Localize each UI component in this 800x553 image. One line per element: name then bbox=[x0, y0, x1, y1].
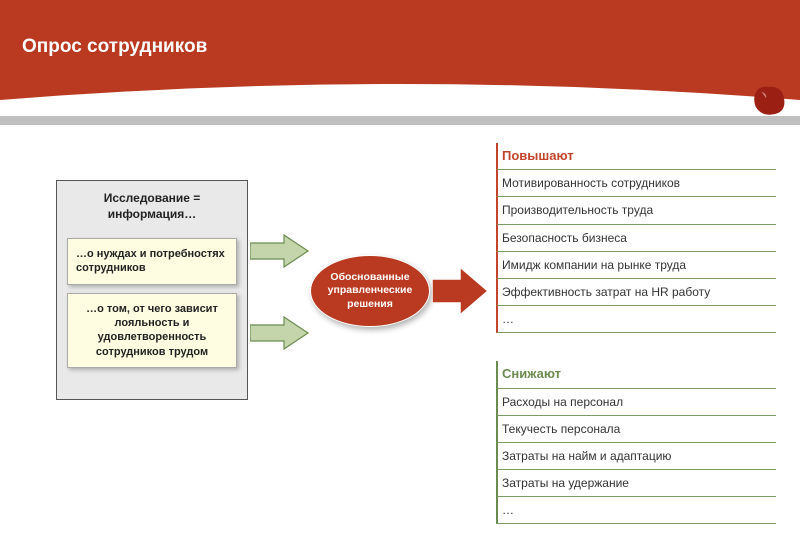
list-item: Затраты на найм и адаптацию bbox=[496, 443, 776, 470]
list-item: Расходы на персонал bbox=[496, 389, 776, 416]
research-box-title: Исследование = информация… bbox=[57, 181, 247, 230]
increase-list: Повышают Мотивированность сотрудников Пр… bbox=[496, 143, 776, 333]
list-item: … bbox=[496, 306, 776, 333]
list-item: Производительность труда bbox=[496, 197, 776, 224]
lists-column: Повышают Мотивированность сотрудников Пр… bbox=[496, 143, 776, 524]
note-loyalty: …о том, от чего зависит лояльность и удо… bbox=[67, 293, 237, 368]
list-item: Затраты на удержание bbox=[496, 470, 776, 497]
list-item: Текучесть персонала bbox=[496, 416, 776, 443]
arrow-small-bottom bbox=[250, 315, 310, 351]
slide-title: Опрос сотрудников bbox=[22, 36, 207, 58]
decisions-oval-text: Обоснованные управленческие решения bbox=[319, 271, 421, 310]
arrow-small-top bbox=[250, 233, 310, 269]
note-needs: …о нуждах и потребностях сотрудников bbox=[67, 238, 237, 285]
list-item: Мотивированность сотрудников bbox=[496, 170, 776, 197]
gray-band bbox=[0, 115, 800, 125]
research-box: Исследование = информация… …о нуждах и п… bbox=[56, 180, 248, 400]
list-item: … bbox=[496, 497, 776, 524]
content-area: Исследование = информация… …о нуждах и п… bbox=[0, 125, 800, 553]
list-item: Эффективность затрат на HR работу bbox=[496, 279, 776, 306]
decorative-blob-icon bbox=[750, 84, 788, 118]
list-item: Имидж компании на рынке труда bbox=[496, 252, 776, 279]
decrease-list: Снижают Расходы на персонал Текучесть пе… bbox=[496, 361, 776, 524]
decisions-oval: Обоснованные управленческие решения bbox=[310, 255, 430, 327]
slide-header: Опрос сотрудников bbox=[0, 0, 800, 115]
list-item: Безопасность бизнеса bbox=[496, 225, 776, 252]
decrease-header: Снижают bbox=[496, 361, 776, 388]
arrow-big bbox=[432, 265, 492, 317]
increase-header: Повышают bbox=[496, 143, 776, 170]
header-curve bbox=[0, 82, 800, 116]
